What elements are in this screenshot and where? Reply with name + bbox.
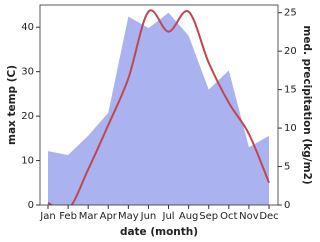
x-tick-label: Oct [220, 211, 237, 222]
precipitation-area [48, 12, 269, 205]
plot-frame [39, 4, 279, 206]
x-axis-label: date (month) [120, 226, 198, 238]
x-tick-label: Feb [59, 211, 77, 222]
y2-tick-label: 10 [284, 123, 297, 134]
y-axis-label: max temp (C) [6, 65, 18, 145]
y2-tick-label: 15 [284, 85, 297, 96]
y-tick-label: 30 [21, 67, 34, 78]
y2-tick-label: 20 [284, 46, 297, 57]
x-tick-label: Jul [162, 211, 175, 222]
temp-line [47, 9, 270, 205]
y-tick-label: 20 [21, 111, 34, 122]
x-tick-label: Sep [199, 211, 218, 222]
x-tick-label: Nov [239, 211, 259, 222]
y-tick-label: 0 [28, 200, 34, 211]
x-tick-label: Aug [179, 211, 199, 222]
y2-tick-label: 5 [284, 162, 290, 173]
y2-tick-label: 25 [284, 8, 297, 19]
x-tick-label: May [118, 211, 139, 222]
y2-axis-label: med. precipitation (kg/m2) [301, 25, 313, 184]
y-tick-label: 40 [21, 22, 34, 33]
y2-tick-label: 0 [284, 200, 290, 211]
x-tick-label: Apr [100, 211, 118, 222]
x-tick-label: Dec [259, 211, 278, 222]
x-tick-label: Jan [39, 211, 55, 222]
y-tick-label: 10 [21, 156, 34, 167]
x-tick-label: Mar [79, 211, 99, 222]
x-tick-label: Jun [140, 211, 157, 222]
